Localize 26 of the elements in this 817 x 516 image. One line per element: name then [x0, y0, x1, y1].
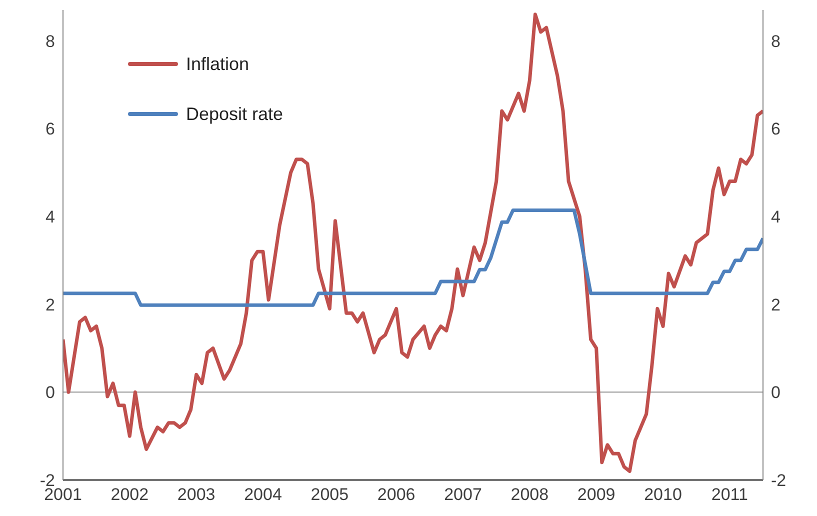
y-tick-label: 0 — [46, 383, 55, 402]
legend-label: Deposit rate — [186, 104, 284, 124]
y-tick-label: 8 — [46, 32, 55, 51]
x-tick-label: 2002 — [110, 485, 149, 504]
y-tick-label: 6 — [46, 120, 55, 139]
x-tick-label: 2009 — [577, 485, 616, 504]
legend-label: Inflation — [186, 54, 250, 74]
x-tick-label: 2004 — [244, 485, 282, 504]
x-tick-label: 2001 — [44, 485, 82, 504]
x-tick-label: 2006 — [377, 485, 416, 504]
x-tick-label: 2003 — [177, 485, 216, 504]
y2-tick-label: 0 — [771, 383, 780, 402]
y2-tick-label: 8 — [771, 32, 780, 51]
x-tick-label: 2010 — [644, 485, 682, 504]
y2-tick-label: 4 — [771, 207, 780, 226]
x-tick-label: 2007 — [444, 485, 482, 504]
line-series — [63, 208, 763, 307]
y-tick-label: 4 — [46, 207, 55, 226]
x-tick-label: 2008 — [510, 485, 549, 504]
y2-tick-label: -2 — [771, 471, 786, 490]
y-tick-label: 2 — [46, 295, 55, 314]
y2-tick-label: 2 — [771, 295, 780, 314]
x-tick-label: 2005 — [310, 485, 349, 504]
line-series — [63, 12, 763, 473]
x-tick-label: 2011 — [711, 485, 748, 504]
y2-tick-label: 6 — [771, 120, 780, 139]
